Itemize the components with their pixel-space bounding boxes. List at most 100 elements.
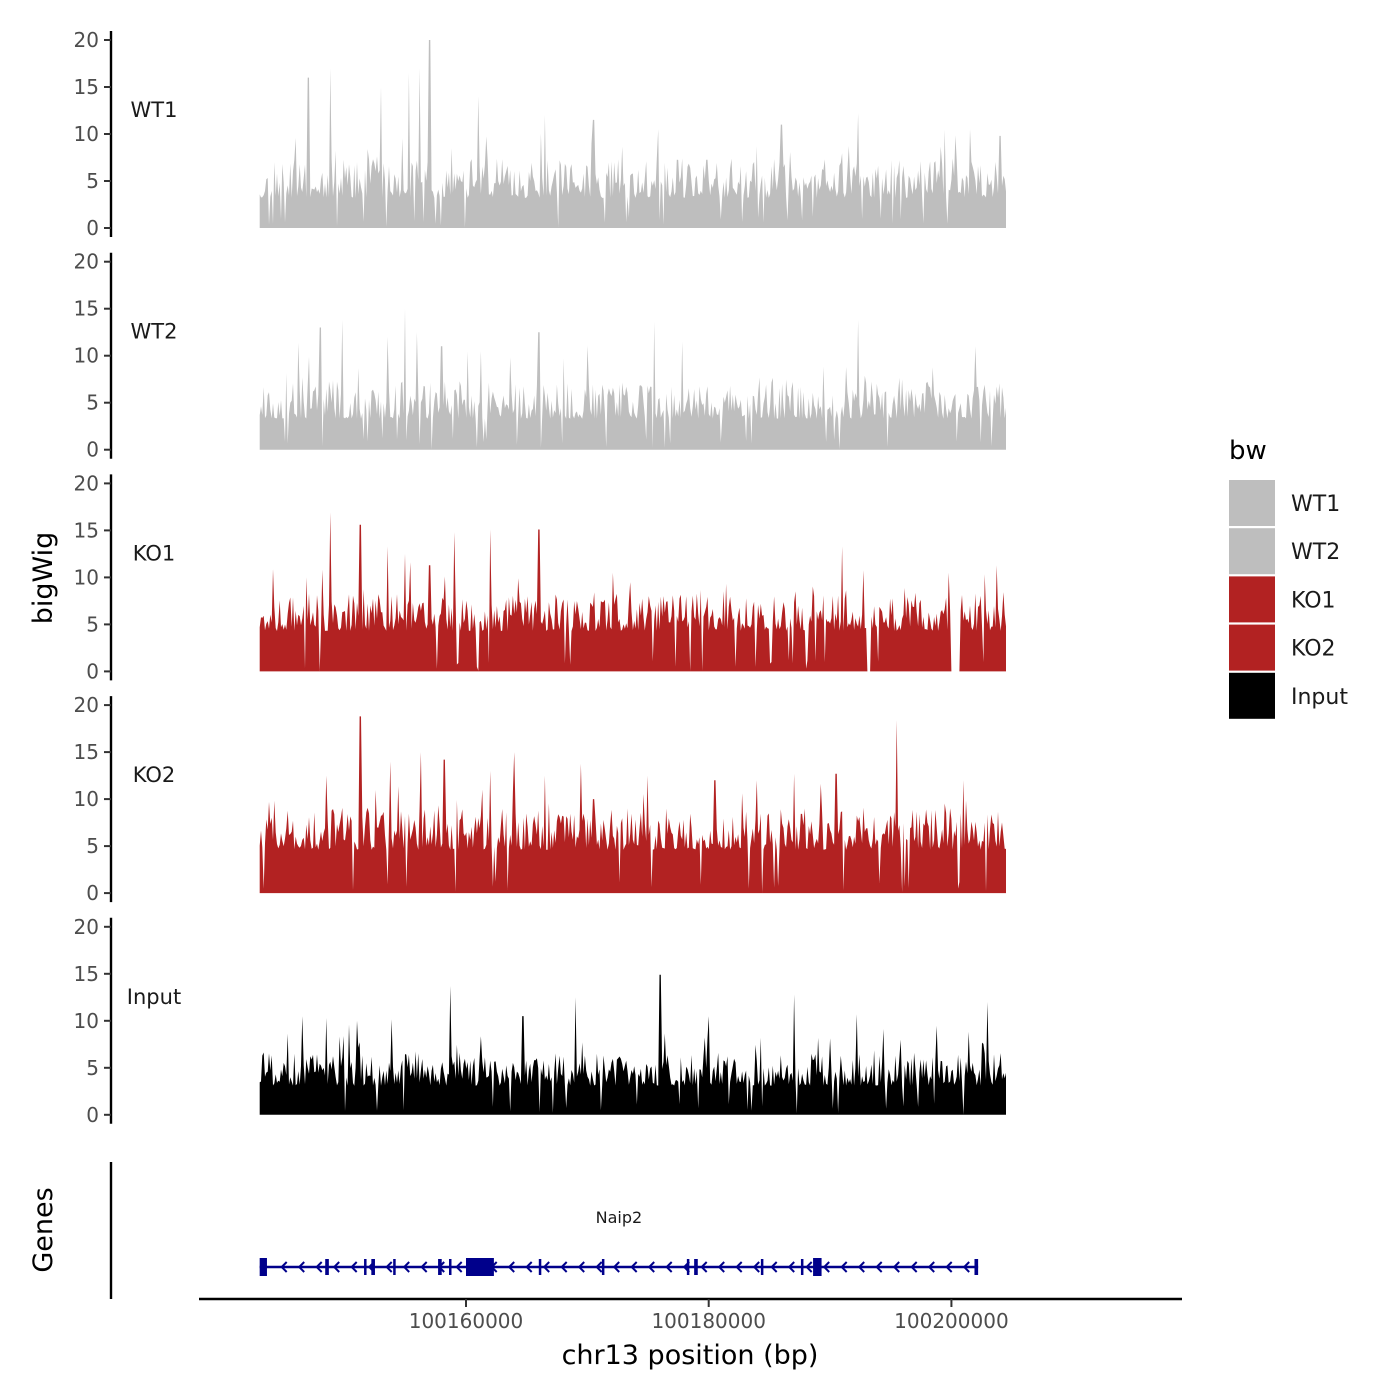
legend-label: WT2 xyxy=(1291,540,1340,565)
gene-model xyxy=(259,1258,979,1276)
track-label-ko2: KO2 xyxy=(133,763,176,787)
legend-label: KO1 xyxy=(1291,588,1336,613)
strand-arrow xyxy=(822,1261,830,1273)
y-tick-label: 15 xyxy=(74,962,99,986)
legend-swatch xyxy=(1229,576,1275,623)
y-axis-wt2: 0 5 10 15 20 WT2 xyxy=(74,250,178,462)
gene-exon xyxy=(601,1259,605,1275)
strand-arrow xyxy=(927,1261,935,1273)
strand-arrow xyxy=(577,1261,585,1273)
strand-arrow xyxy=(542,1261,550,1273)
strand-arrow xyxy=(315,1261,323,1273)
x-ticks: 100160000 100180000 100200000 xyxy=(409,1299,1009,1333)
coverage-area-input xyxy=(259,974,1006,1115)
x-tick-label: 100160000 xyxy=(409,1309,524,1333)
y-tick-label: 10 xyxy=(74,787,99,811)
strand-arrow xyxy=(630,1261,638,1273)
track-label-input: Input xyxy=(127,985,181,1009)
y-tick-label: 0 xyxy=(86,1103,99,1127)
track-y-axes: 0 5 10 15 20 WT1 0 5 10 15 20 WT2 0 5 10 15 20 KO1 0 5 10 15 2… xyxy=(74,28,182,1127)
strand-arrow xyxy=(525,1261,533,1273)
y-axis-wt1: 0 5 10 15 20 WT1 xyxy=(74,28,178,240)
strand-arrow xyxy=(875,1261,883,1273)
strand-arrow xyxy=(612,1261,620,1273)
legend: bw WT1 WT2 KO1 KO2 Input xyxy=(1229,436,1348,719)
legend-items: WT1 WT2 KO1 KO2 Input xyxy=(1229,480,1348,719)
genes-axis-title: Genes xyxy=(28,1187,59,1272)
y-tick-label: 20 xyxy=(74,693,99,717)
legend-label: WT1 xyxy=(1291,492,1340,517)
y-axis-ko2: 0 5 10 15 20 KO2 xyxy=(74,693,176,905)
x-axis: 100160000 100180000 100200000 chr13 positi… xyxy=(199,1297,1182,1371)
gene-exon xyxy=(371,1259,375,1275)
gene-exon xyxy=(760,1259,764,1275)
strand-arrow xyxy=(402,1261,410,1273)
y-tick-label: 0 xyxy=(86,881,99,905)
strand-arrow xyxy=(857,1261,865,1273)
y-tick-label: 15 xyxy=(74,518,99,542)
strand-arrow xyxy=(332,1261,340,1273)
strand-arrow xyxy=(420,1261,428,1273)
strand-arrow xyxy=(280,1261,288,1273)
coverage-area-wt2 xyxy=(259,308,1006,450)
strand-arrow xyxy=(735,1261,743,1273)
x-tick-label: 100180000 xyxy=(651,1309,766,1333)
strand-arrow xyxy=(455,1261,463,1273)
y-tick-label: 0 xyxy=(86,216,99,240)
gene-exon xyxy=(364,1259,367,1275)
y-tick-label: 10 xyxy=(74,1009,99,1033)
strand-arrow xyxy=(665,1261,673,1273)
coverage-tracks xyxy=(259,40,1006,1115)
y-tick-label: 20 xyxy=(74,471,99,495)
coverage-area-ko1 xyxy=(259,512,1006,672)
gene-exon xyxy=(694,1259,698,1275)
legend-label: Input xyxy=(1291,685,1348,710)
gene-exon xyxy=(686,1259,690,1275)
legend-label: KO2 xyxy=(1291,637,1336,662)
gene-exon xyxy=(538,1259,542,1275)
gene-exon xyxy=(259,1258,267,1276)
y-tick-label: 20 xyxy=(74,250,99,274)
strand-arrow xyxy=(717,1261,725,1273)
gene-exon xyxy=(325,1259,329,1275)
strand-arrow xyxy=(595,1261,603,1273)
strand-arrow xyxy=(647,1261,655,1273)
gene-exon xyxy=(813,1258,822,1276)
y-axis-input: 0 5 10 15 20 Input xyxy=(74,915,182,1127)
strand-arrow xyxy=(910,1261,918,1273)
legend-swatch xyxy=(1229,528,1275,575)
strand-arrow xyxy=(787,1261,795,1273)
y-tick-label: 5 xyxy=(86,612,99,636)
y-tick-label: 10 xyxy=(74,565,99,589)
x-tick-label: 100200000 xyxy=(894,1309,1009,1333)
strand-arrow xyxy=(385,1261,393,1273)
track-label-wt2: WT2 xyxy=(131,320,178,344)
y-tick-label: 15 xyxy=(74,740,99,764)
gene-exon xyxy=(438,1259,442,1275)
gene-exon xyxy=(800,1259,804,1275)
strand-arrow xyxy=(770,1261,778,1273)
strand-arrow xyxy=(350,1261,358,1273)
y-tick-label: 10 xyxy=(74,122,99,146)
strand-arrow xyxy=(840,1261,848,1273)
y-tick-label: 20 xyxy=(74,28,99,52)
y-tick-label: 5 xyxy=(86,834,99,858)
legend-item-wt2: WT2 xyxy=(1229,528,1340,575)
gene-exon xyxy=(448,1259,452,1275)
y-tick-label: 0 xyxy=(86,659,99,683)
legend-item-wt1: WT1 xyxy=(1229,480,1340,526)
y-tick-label: 10 xyxy=(74,344,99,368)
legend-swatch xyxy=(1229,624,1275,671)
legend-swatch xyxy=(1229,480,1275,526)
strand-arrow xyxy=(507,1261,515,1273)
gene-exon xyxy=(974,1259,979,1275)
y-axis-title: bigWig xyxy=(28,532,59,625)
strand-arrow xyxy=(945,1261,953,1273)
legend-swatch xyxy=(1229,672,1275,719)
strand-arrow xyxy=(962,1261,970,1273)
y-tick-label: 20 xyxy=(74,915,99,939)
gene-label-naip2: Naip2 xyxy=(596,1208,643,1227)
strand-arrow xyxy=(297,1261,305,1273)
legend-item-ko1: KO1 xyxy=(1229,576,1336,623)
